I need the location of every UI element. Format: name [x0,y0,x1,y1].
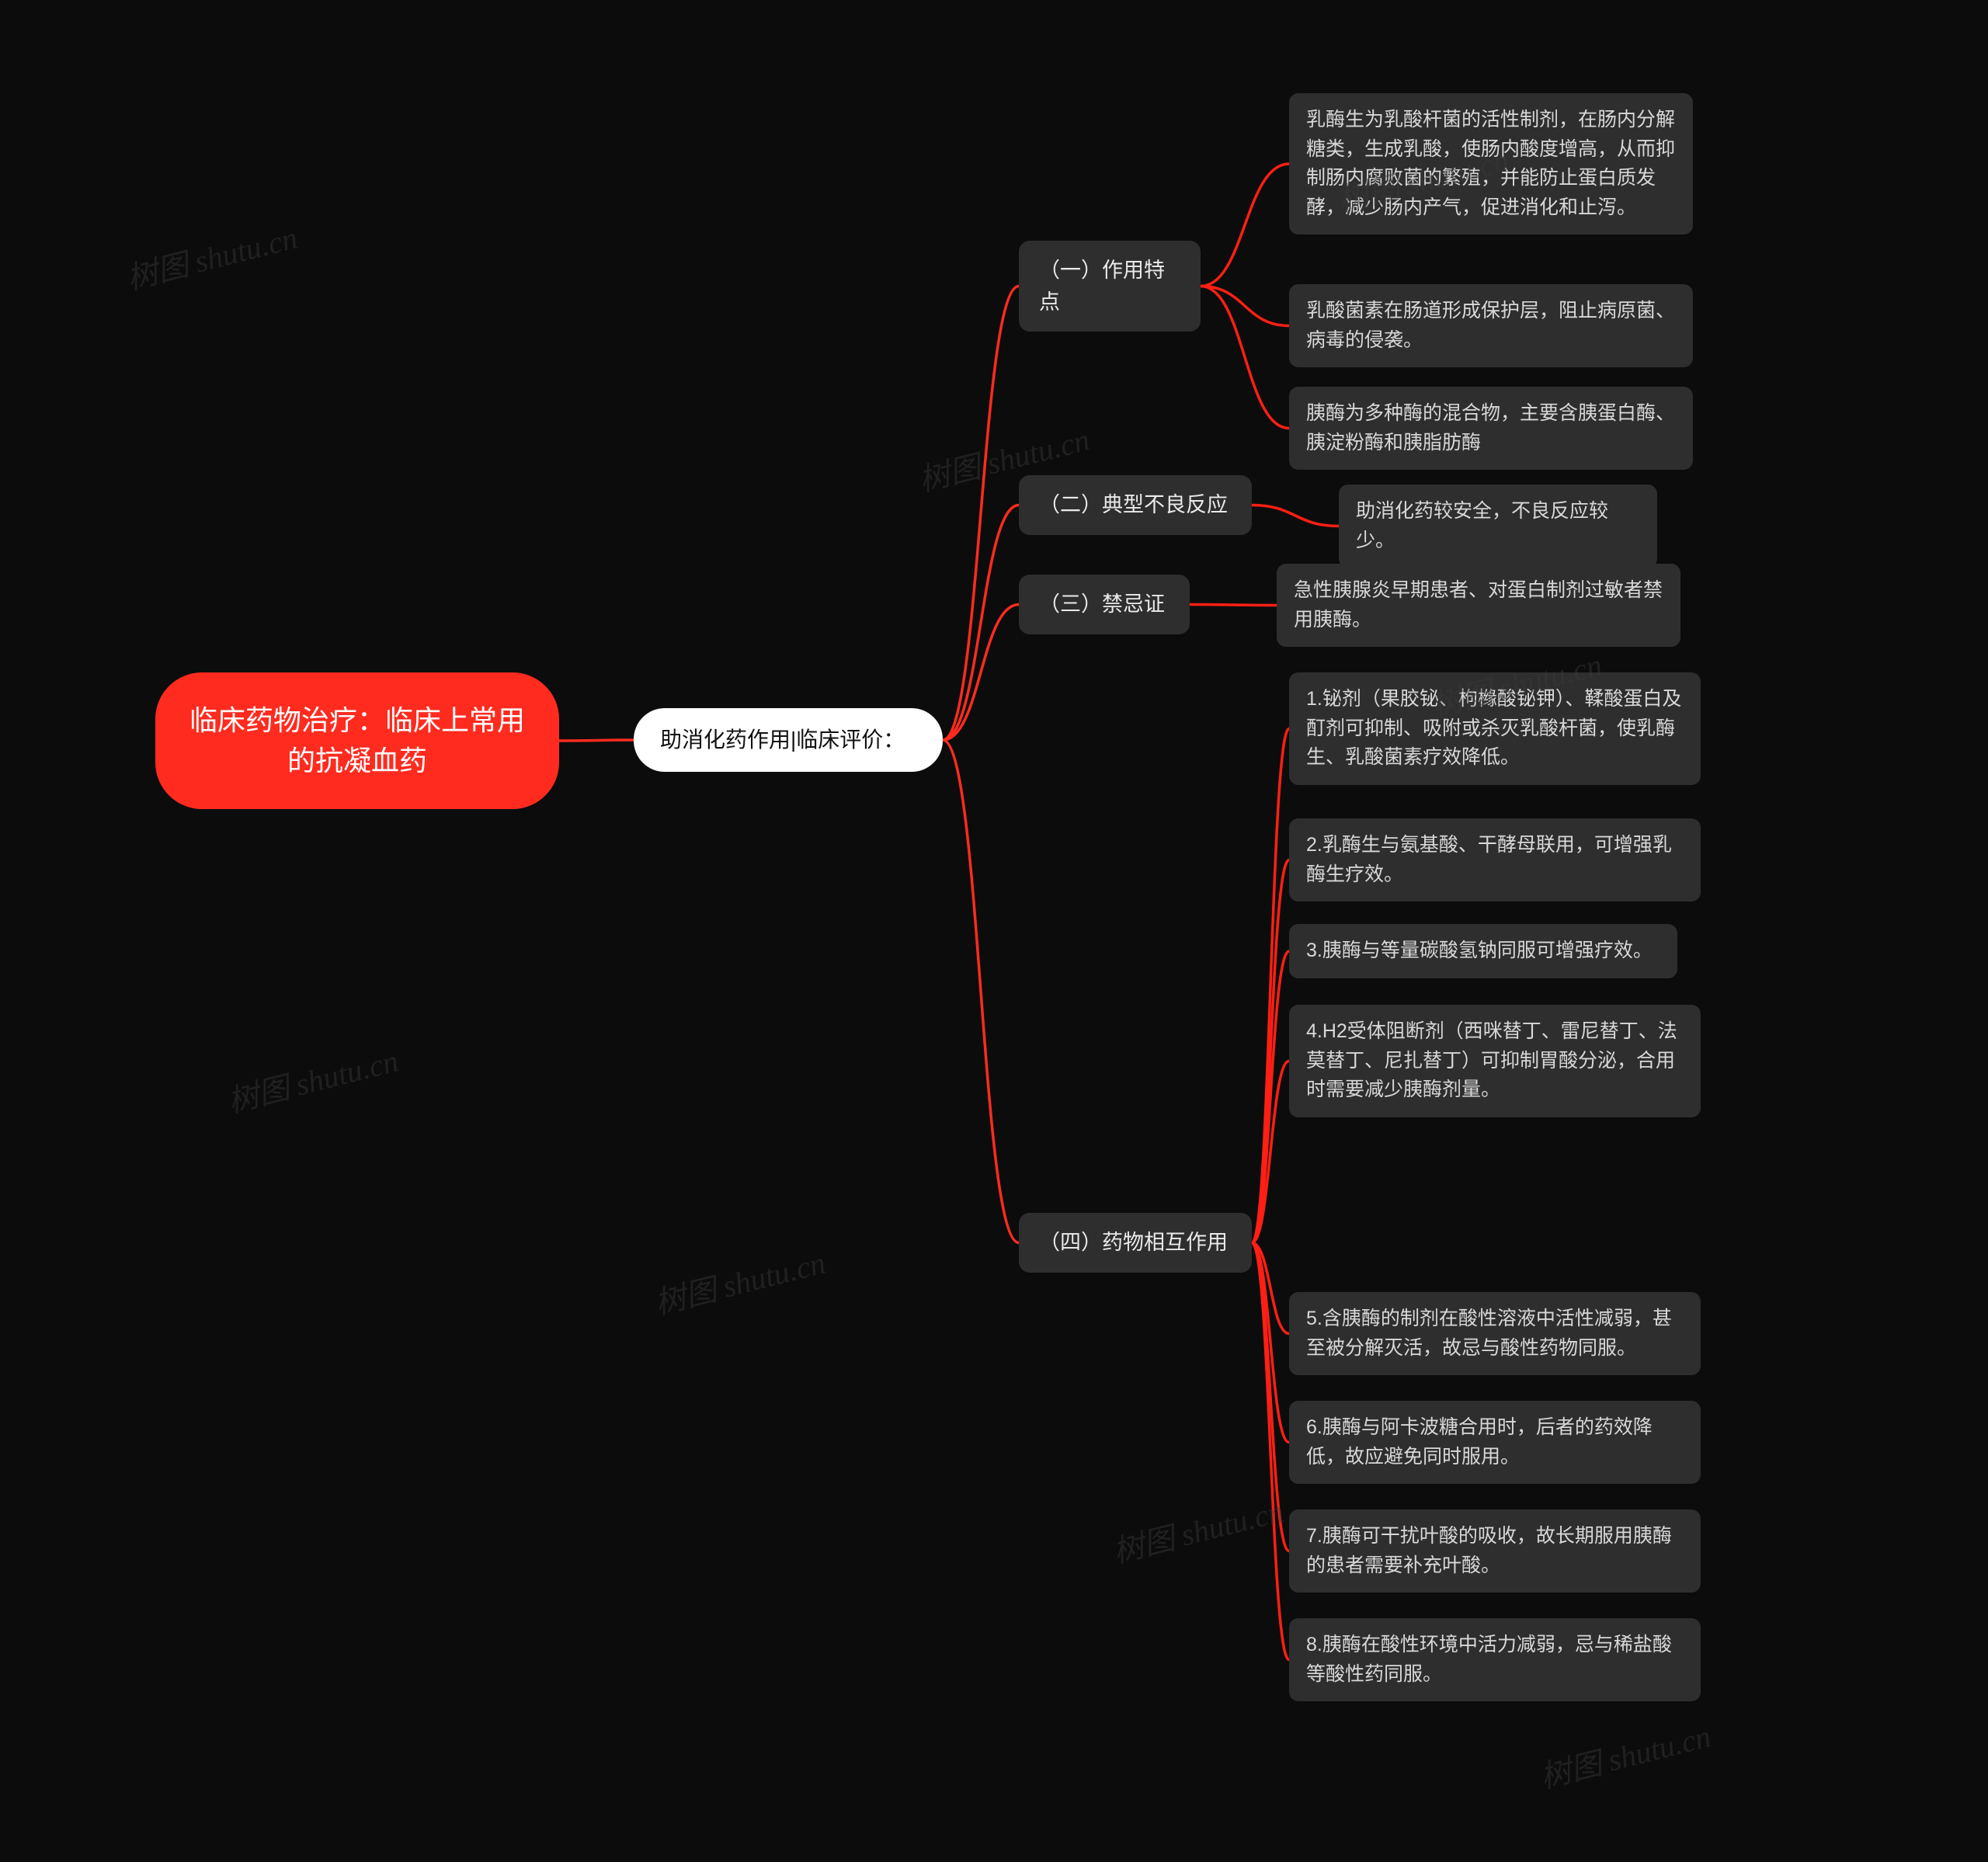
watermark: 树图 shutu.cn [121,213,301,299]
watermark: 树图 shutu.cn [1107,1486,1288,1572]
leaf-node-4-6[interactable]: 6.胰酶与阿卡波糖合用时，后者的药效降低，故应避免同时服用。 [1289,1401,1701,1484]
leaf-node-4-2[interactable]: 2.乳酶生与氨基酸、干酵母联用，可增强乳酶生疗效。 [1289,818,1701,901]
watermark: 树图 shutu.cn [1534,1711,1715,1798]
watermark: 树图 shutu.cn [649,1238,829,1324]
watermark: 树图 shutu.cn [222,1036,402,1122]
leaf-node-4-8[interactable]: 8.胰酶在酸性环境中活力减弱，忌与稀盐酸等酸性药同服。 [1289,1618,1701,1701]
hub-node[interactable]: 助消化药作用|临床评价： [634,708,943,772]
leaf-node-4-3[interactable]: 3.胰酶与等量碳酸氢钠同服可增强疗效。 [1289,924,1677,978]
mindmap-canvas: 临床药物治疗：临床上常用的抗凝血药 助消化药作用|临床评价： （一）作用特点 （… [0,0,1988,1862]
leaf-node-1-1[interactable]: 乳酶生为乳酸杆菌的活性制剂，在肠内分解糖类，生成乳酸，使肠内酸度增高，从而抑制肠… [1289,93,1693,234]
branch-node-2[interactable]: （二）典型不良反应 [1019,475,1252,535]
leaf-node-4-1[interactable]: 1.铋剂（果胶铋、枸橼酸铋钾）、鞣酸蛋白及酊剂可抑制、吸附或杀灭乳酸杆菌，使乳酶… [1289,672,1701,785]
leaf-node-4-7[interactable]: 7.胰酶可干扰叶酸的吸收，故长期服用胰酶的患者需要补充叶酸。 [1289,1509,1701,1593]
branch-node-4[interactable]: （四）药物相互作用 [1019,1213,1252,1273]
branch-node-1[interactable]: （一）作用特点 [1019,241,1201,332]
branch-node-3[interactable]: （三）禁忌证 [1019,575,1190,634]
leaf-node-4-5[interactable]: 5.含胰酶的制剂在酸性溶液中活性减弱，甚至被分解灭活，故忌与酸性药物同服。 [1289,1292,1701,1375]
leaf-node-4-4[interactable]: 4.H2受体阻断剂（西咪替丁、雷尼替丁、法莫替丁、尼扎替丁）可抑制胃酸分泌，合用… [1289,1005,1701,1117]
root-node[interactable]: 临床药物治疗：临床上常用的抗凝血药 [155,672,559,809]
leaf-node-3-1[interactable]: 急性胰腺炎早期患者、对蛋白制剂过敏者禁用胰酶。 [1277,564,1680,647]
leaf-node-2-1[interactable]: 助消化药较安全，不良反应较少。 [1339,485,1657,568]
leaf-node-1-2[interactable]: 乳酸菌素在肠道形成保护层，阻止病原菌、病毒的侵袭。 [1289,284,1693,367]
leaf-node-1-3[interactable]: 胰酶为多种酶的混合物，主要含胰蛋白酶、胰淀粉酶和胰脂肪酶 [1289,387,1693,470]
